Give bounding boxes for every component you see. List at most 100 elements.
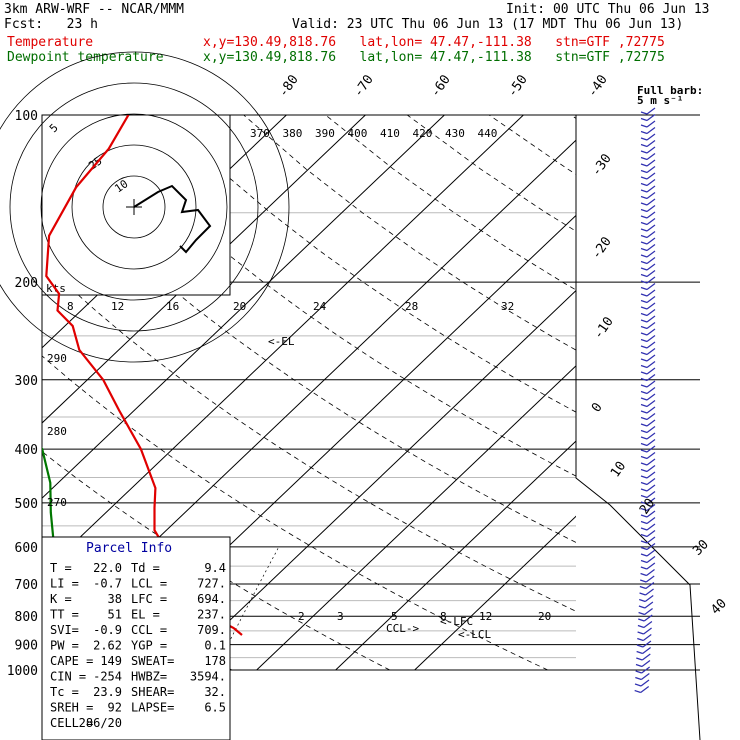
wind-barb [646, 244, 656, 251]
dry-adiabat [42, 451, 390, 671]
theta-label: 370 [250, 127, 270, 140]
wind-barb-flag [640, 228, 648, 232]
parcel-param-label: SHEAR= [131, 685, 174, 699]
wind-barb-flag [640, 176, 648, 180]
temperature-tick-label: -30 [589, 151, 615, 179]
wind-barb-flag [640, 260, 648, 265]
isotherm [42, 115, 366, 424]
parcel-param-value: 3594. [190, 670, 226, 684]
parcel-param-label: SWEAT= [131, 654, 174, 668]
hodograph-ring-label: 10 [112, 177, 130, 195]
wind-barb [646, 133, 656, 141]
pressure-tick-label: 700 [15, 578, 38, 593]
pressure-tick-label: 500 [15, 497, 38, 512]
mixing-ratio-label: 20 [233, 300, 246, 313]
wind-barb-flag [634, 689, 641, 694]
wind-barb [646, 257, 656, 264]
wind-barb [646, 497, 656, 505]
wind-barb [646, 211, 656, 219]
wind-barb-flag [638, 618, 645, 622]
pressure-tick-label: 100 [15, 109, 38, 124]
parcel-level-annotation: <-LCL [458, 628, 491, 641]
parcel-level-annotation: <-LFC [440, 615, 473, 628]
wind-barb [646, 471, 656, 479]
wind-barb-flag [640, 566, 648, 570]
wind-barb [646, 328, 656, 336]
wind-barb-flag [640, 182, 648, 187]
wind-barb [646, 341, 656, 349]
parcel-param-value: 9.4 [204, 561, 226, 575]
parcel-param-value: 178 [204, 654, 226, 668]
wind-barb-flag [640, 137, 648, 141]
temperature-tick-label: -20 [589, 234, 615, 262]
wind-barb [646, 309, 656, 316]
wind-barb-flag [640, 579, 647, 583]
wind-barb [646, 114, 656, 121]
parcel-param-value: 727. [197, 577, 226, 591]
wind-barb [641, 653, 651, 661]
wind-barb [644, 595, 654, 602]
wind-barb-flag [640, 436, 648, 440]
temperature-tick-label: -10 [591, 314, 617, 342]
right-edge [575, 115, 701, 740]
wind-barb-flag [640, 169, 648, 174]
temperature-tick-label: -70 [351, 72, 377, 100]
wind-barb-flag [640, 111, 648, 115]
wind-barb [646, 237, 656, 245]
wind-barb [646, 315, 656, 323]
mixing-ratio-label: 3 [337, 610, 344, 623]
theta-e-label: 270 [47, 496, 67, 509]
parcel-param-label: LI = [50, 577, 79, 591]
wind-barb-flag [640, 247, 648, 252]
wind-barb-flag [640, 364, 648, 369]
parcel-param-value: -0.9 [93, 623, 122, 637]
wind-barb [646, 218, 656, 225]
wind-barb [646, 146, 656, 154]
wind-barb-flag [636, 650, 643, 655]
wind-barb [646, 120, 656, 128]
theta-label: 440 [478, 127, 498, 140]
wind-barb-flag [640, 377, 648, 382]
dry-adiabat [325, 115, 576, 291]
wind-barb [640, 686, 650, 693]
isotherm [335, 440, 576, 671]
wind-barb-flag [640, 195, 648, 200]
wind-barb [646, 263, 656, 271]
wind-barb-flag [640, 553, 648, 557]
theta-e-label: 290 [47, 352, 67, 365]
wind-barb [646, 380, 656, 388]
wind-barb [646, 172, 656, 180]
wind-barb [646, 159, 656, 167]
parcel-param-label: Tc = [50, 685, 79, 699]
parcel-param-value: 23.9 [93, 685, 122, 699]
wind-barb [646, 419, 656, 427]
wind-barb-flag [640, 117, 648, 122]
wind-barb-flag [640, 124, 648, 128]
init-time: Init: 00 UTC Thu 06 Jun 13 [506, 2, 710, 17]
wind-barb-flag [640, 423, 648, 427]
wind-barb [646, 185, 656, 193]
wind-barb [646, 478, 656, 485]
wind-barb-flag [640, 390, 648, 395]
wind-barb [645, 575, 655, 583]
wind-barb [646, 504, 656, 511]
mixing-ratio-label: 8 [440, 610, 447, 623]
wind-barb [646, 231, 656, 238]
wind-barb [646, 400, 656, 407]
wind-barb [646, 510, 656, 518]
theta-label: 400 [348, 127, 368, 140]
parcel-param-value: 22.0 [93, 561, 122, 575]
wind-barb-flag [640, 371, 648, 375]
wind-barb-flag [640, 319, 648, 323]
dry-adiabat [488, 115, 576, 175]
wind-barb-flag [637, 624, 645, 629]
wind-barb [646, 335, 656, 342]
wind-barb-flag [640, 546, 648, 551]
mixing-ratio-label: 24 [313, 300, 327, 313]
wind-barb-flag [640, 540, 648, 544]
wind-barb-flag [640, 273, 648, 278]
wind-barb-flag [640, 416, 648, 421]
hodograph-ring [9, 82, 259, 332]
hodograph-ring [71, 144, 197, 270]
wind-barb-flag [640, 156, 648, 161]
